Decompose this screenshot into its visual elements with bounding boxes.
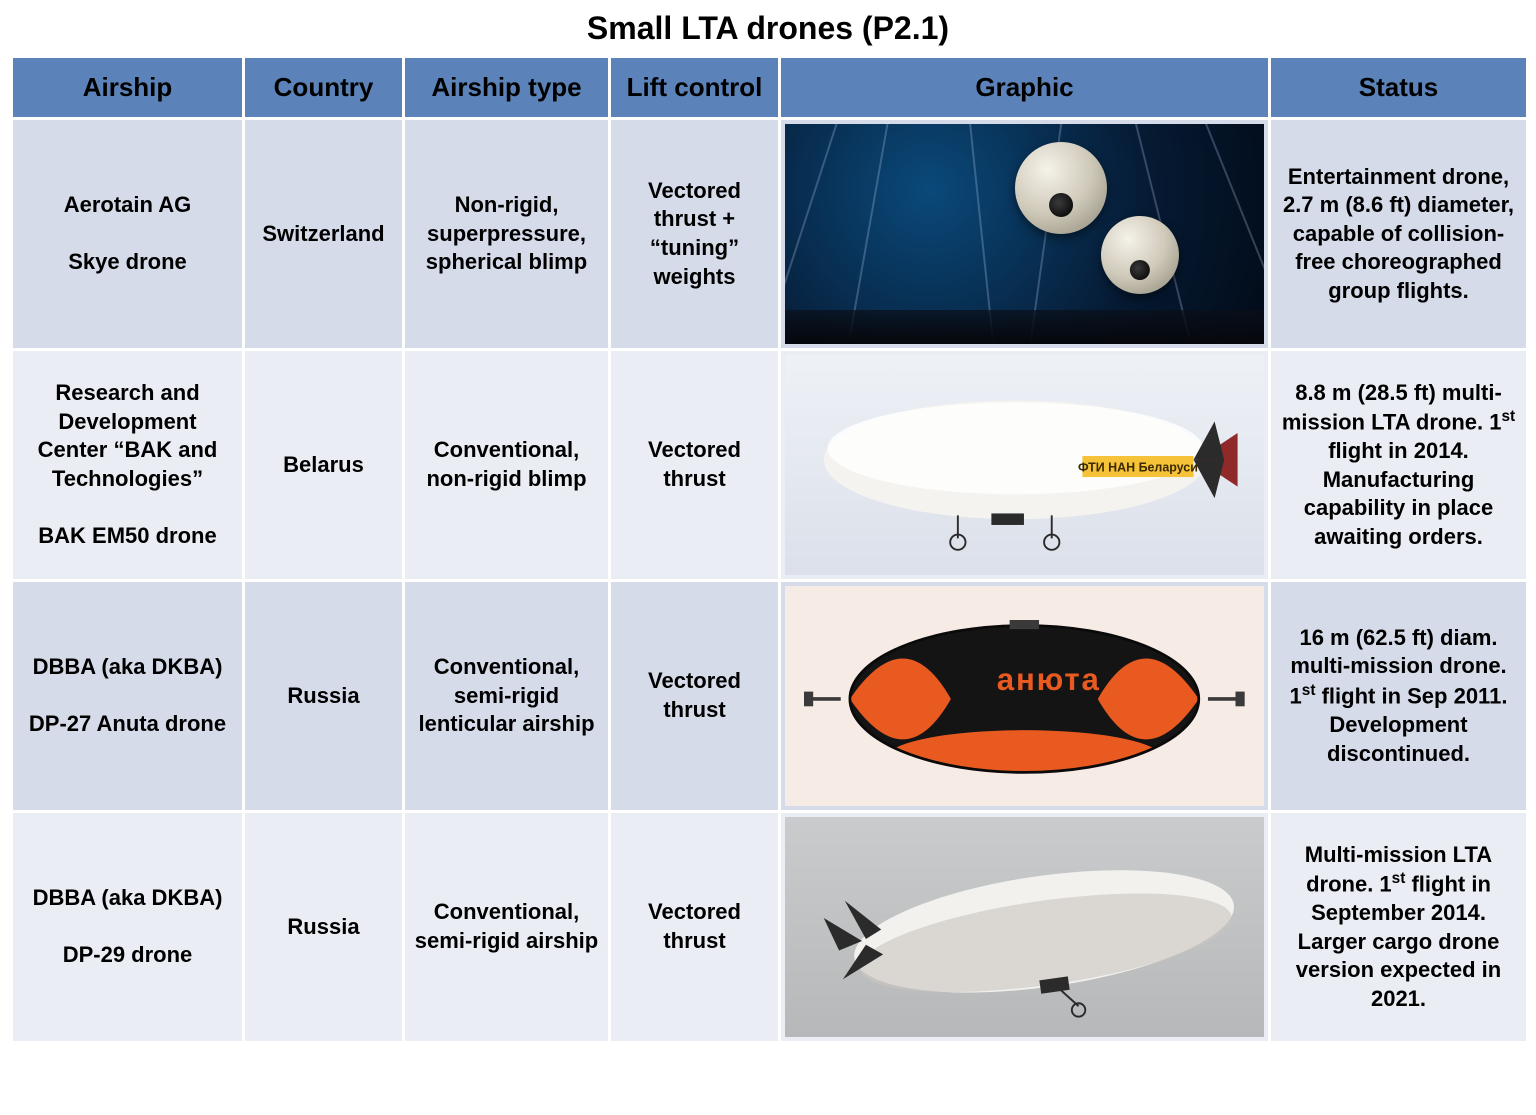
cell-airship-type: Non-rigid, superpressure, spherical blim… bbox=[404, 119, 610, 350]
cell-lift-control: Vectored thrust bbox=[610, 350, 780, 581]
cell-status: Multi-mission LTA drone. 1st flight in S… bbox=[1270, 812, 1528, 1043]
cell-airship-type: Conventional, semi-rigid airship bbox=[404, 812, 610, 1043]
col-country: Country bbox=[244, 57, 404, 119]
cell-status: 8.8 m (28.5 ft) multi-mission LTA drone.… bbox=[1270, 350, 1528, 581]
cell-graphic: ФТИ НАН Беларуси bbox=[780, 350, 1270, 581]
page-title: Small LTA drones (P2.1) bbox=[10, 10, 1526, 47]
cell-country: Russia bbox=[244, 812, 404, 1043]
table-row: DBBA (aka DKBA)DP-27 Anuta drone Russia … bbox=[12, 581, 1528, 812]
col-graphic: Graphic bbox=[780, 57, 1270, 119]
cell-lift-control: Vectored thrust bbox=[610, 581, 780, 812]
col-airship: Airship bbox=[12, 57, 244, 119]
cell-country: Russia bbox=[244, 581, 404, 812]
graphic-bak-em50: ФТИ НАН Беларуси bbox=[785, 355, 1264, 575]
cell-airship: Research and Development Center “BAK and… bbox=[12, 350, 244, 581]
cell-lift-control: Vectored thrust bbox=[610, 812, 780, 1043]
cell-airship: DBBA (aka DKBA)DP-29 drone bbox=[12, 812, 244, 1043]
cell-graphic bbox=[780, 812, 1270, 1043]
table-header-row: Airship Country Airship type Lift contro… bbox=[12, 57, 1528, 119]
table-row: Aerotain AGSkye drone Switzerland Non-ri… bbox=[12, 119, 1528, 350]
lenticular-label-text: анюта bbox=[997, 662, 1101, 697]
cell-lift-control: Vectored thrust + “tuning” weights bbox=[610, 119, 780, 350]
blimp-label-text: ФТИ НАН Беларуси bbox=[1078, 461, 1198, 475]
table-row: DBBA (aka DKBA)DP-29 drone Russia Conven… bbox=[12, 812, 1528, 1043]
cell-graphic: анюта bbox=[780, 581, 1270, 812]
cell-country: Belarus bbox=[244, 350, 404, 581]
cell-status: Entertainment drone, 2.7 m (8.6 ft) diam… bbox=[1270, 119, 1528, 350]
graphic-skye-drone bbox=[785, 124, 1264, 344]
cell-graphic bbox=[780, 119, 1270, 350]
cell-airship: DBBA (aka DKBA)DP-27 Anuta drone bbox=[12, 581, 244, 812]
cell-airship-type: Conventional, semi-rigid lenticular airs… bbox=[404, 581, 610, 812]
cell-country: Switzerland bbox=[244, 119, 404, 350]
graphic-dp27-anuta: анюта bbox=[785, 586, 1264, 806]
graphic-dp29 bbox=[785, 817, 1264, 1037]
cell-airship-type: Conventional, non-rigid blimp bbox=[404, 350, 610, 581]
col-airship-type: Airship type bbox=[404, 57, 610, 119]
col-status: Status bbox=[1270, 57, 1528, 119]
table-row: Research and Development Center “BAK and… bbox=[12, 350, 1528, 581]
cell-status: 16 m (62.5 ft) diam. multi-mission drone… bbox=[1270, 581, 1528, 812]
cell-airship: Aerotain AGSkye drone bbox=[12, 119, 244, 350]
drones-table: Airship Country Airship type Lift contro… bbox=[10, 55, 1529, 1044]
col-lift-control: Lift control bbox=[610, 57, 780, 119]
